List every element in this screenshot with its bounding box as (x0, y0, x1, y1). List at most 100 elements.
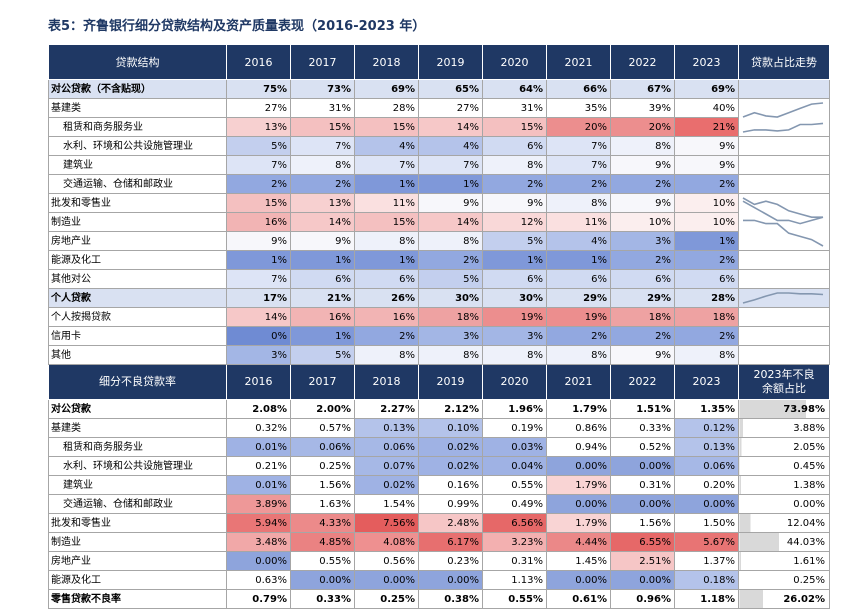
row-label: 对公贷款 (48, 399, 227, 419)
row-label: 对公贷款（不含贴现） (48, 79, 227, 99)
cell-value: 1.56% (290, 475, 355, 495)
cell-value: 8% (290, 155, 355, 175)
row-label: 房地产业 (48, 231, 227, 251)
cell-value: 20% (610, 117, 675, 137)
trend-empty (738, 326, 830, 346)
cell-value: 0.00% (546, 570, 611, 590)
trend-empty (738, 155, 830, 175)
cell-value: 14% (226, 307, 291, 327)
cell-value: 14% (418, 212, 483, 232)
cell-value: 16% (354, 307, 419, 327)
cell-value: 1.79% (546, 475, 611, 495)
cell-value: 6% (674, 269, 739, 289)
cell-value: 15% (290, 117, 355, 137)
cell-value: 1.45% (546, 551, 611, 571)
trend-sparkline (738, 98, 830, 137)
column-header-year: 2023 (674, 364, 739, 400)
cell-value: 0.86% (546, 418, 611, 438)
cell-value: 66% (546, 79, 611, 99)
cell-value: 3.48% (226, 532, 291, 552)
column-header-year: 2022 (610, 44, 675, 80)
table-row: 制造业 16% 14% 15% 14% 12% 11% 10% 10% (48, 212, 830, 232)
column-header-year: 2020 (482, 44, 547, 80)
trend-empty (738, 136, 830, 156)
cell-value: 8% (610, 136, 675, 156)
cell-value: 0.18% (674, 570, 739, 590)
cell-value: 1.18% (674, 589, 739, 609)
cell-value: 5% (226, 136, 291, 156)
column-header-year: 2020 (482, 364, 547, 400)
cell-value: 7% (354, 155, 419, 175)
column-header-year: 2022 (610, 364, 675, 400)
row-label: 批发和零售业 (48, 193, 227, 213)
cell-value: 31% (290, 98, 355, 118)
npl-share-cell: 0.45% (738, 456, 830, 476)
cell-value: 1% (354, 174, 419, 194)
cell-value: 10% (610, 212, 675, 232)
row-label: 其他对公 (48, 269, 227, 289)
table-row: 交通运输、仓储和邮政业 2% 2% 1% 1% 2% 2% 2% 2% (48, 174, 830, 194)
column-header-year: 2019 (418, 44, 483, 80)
cell-value: 0.31% (482, 551, 547, 571)
cell-value: 7% (290, 136, 355, 156)
cell-value: 8% (354, 345, 419, 365)
row-label: 租赁和商务服务业 (48, 117, 227, 137)
cell-value: 14% (290, 212, 355, 232)
row-label: 其他 (48, 345, 227, 365)
row-label: 基建类 (48, 418, 227, 438)
cell-value: 13% (226, 117, 291, 137)
cell-value: 0.79% (226, 589, 291, 609)
cell-value: 0.16% (418, 475, 483, 495)
trend-empty (738, 345, 830, 365)
cell-value: 7% (546, 155, 611, 175)
cell-value: 20% (546, 117, 611, 137)
cell-value: 1% (482, 250, 547, 270)
cell-value: 28% (354, 98, 419, 118)
cell-value: 9% (290, 231, 355, 251)
cell-value: 0.00% (418, 570, 483, 590)
row-label: 房地产业 (48, 551, 227, 571)
cell-value: 14% (418, 117, 483, 137)
cell-value: 0.94% (546, 437, 611, 457)
column-header-npl-rate: 细分不良贷款率 (48, 364, 227, 400)
table-row: 租赁和商务服务业 0.01% 0.06% 0.06% 0.02% 0.03% 0.94% 0.… (48, 437, 830, 457)
cell-value: 0.25% (290, 456, 355, 476)
cell-value: 1% (290, 250, 355, 270)
cell-value: 0.55% (290, 551, 355, 571)
npl-share-cell: 0.00% (738, 494, 830, 514)
cell-value: 3% (482, 326, 547, 346)
table-caption: 表5：齐鲁银行细分贷款结构及资产质量表现（2016-2023 年） (48, 19, 426, 34)
cell-value: 73% (290, 79, 355, 99)
cell-value: 2.08% (226, 399, 291, 419)
row-label: 制造业 (48, 212, 227, 232)
cell-value: 9% (674, 155, 739, 175)
cell-value: 1.54% (354, 494, 419, 514)
cell-value: 35% (546, 98, 611, 118)
cell-value: 4% (546, 231, 611, 251)
table-row: 建筑业 0.01% 1.56% 0.02% 0.16% 0.55% 1.79% 0.31% 0.… (48, 475, 830, 495)
cell-value: 0.63% (226, 570, 291, 590)
cell-value: 1.13% (482, 570, 547, 590)
cell-value: 8% (482, 345, 547, 365)
trend-sparkline (738, 193, 830, 251)
cell-value: 9% (610, 155, 675, 175)
cell-value: 17% (226, 288, 291, 308)
cell-value: 1.96% (482, 399, 547, 419)
cell-value: 6.56% (482, 513, 547, 533)
table-row: 水利、环境和公共设施管理业 5% 7% 4% 4% 6% 7% 8% 9% (48, 136, 830, 156)
cell-value: 1.51% (610, 399, 675, 419)
cell-value: 2% (610, 250, 675, 270)
cell-value: 0.38% (418, 589, 483, 609)
cell-value: 69% (354, 79, 419, 99)
cell-value: 2% (674, 250, 739, 270)
row-label: 基建类 (48, 98, 227, 118)
cell-value: 0.32% (226, 418, 291, 438)
cell-value: 7% (546, 136, 611, 156)
row-label: 建筑业 (48, 155, 227, 175)
cell-value: 12% (482, 212, 547, 232)
column-header-year: 2023 (674, 44, 739, 80)
sparkline-series (742, 102, 824, 118)
cell-value: 0.99% (418, 494, 483, 514)
cell-value: 8% (354, 231, 419, 251)
row-label: 能源及化工 (48, 570, 227, 590)
